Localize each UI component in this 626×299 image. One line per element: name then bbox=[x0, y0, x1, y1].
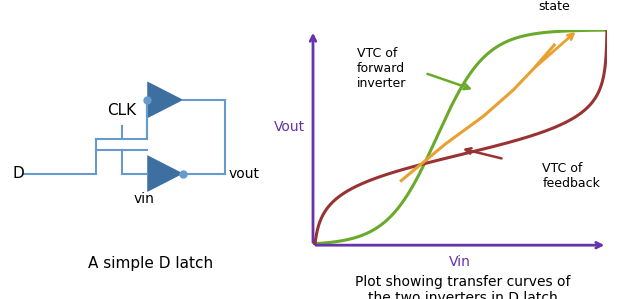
Text: VTC of
feedback: VTC of feedback bbox=[543, 162, 600, 190]
Polygon shape bbox=[147, 81, 183, 118]
Text: D: D bbox=[12, 166, 24, 181]
Text: vout: vout bbox=[228, 167, 259, 181]
Text: Vout: Vout bbox=[274, 120, 305, 134]
Text: VTC of
forward
inverter: VTC of forward inverter bbox=[357, 47, 406, 90]
Text: Plot showing transfer curves of
the two inverters in D latch: Plot showing transfer curves of the two … bbox=[356, 275, 571, 299]
Polygon shape bbox=[147, 155, 183, 192]
Text: Vin: Vin bbox=[449, 255, 471, 269]
Text: CLK: CLK bbox=[106, 103, 136, 118]
Text: Metastable
state: Metastable state bbox=[520, 0, 589, 13]
Text: vin: vin bbox=[134, 192, 155, 206]
Text: A simple D latch: A simple D latch bbox=[88, 256, 213, 271]
